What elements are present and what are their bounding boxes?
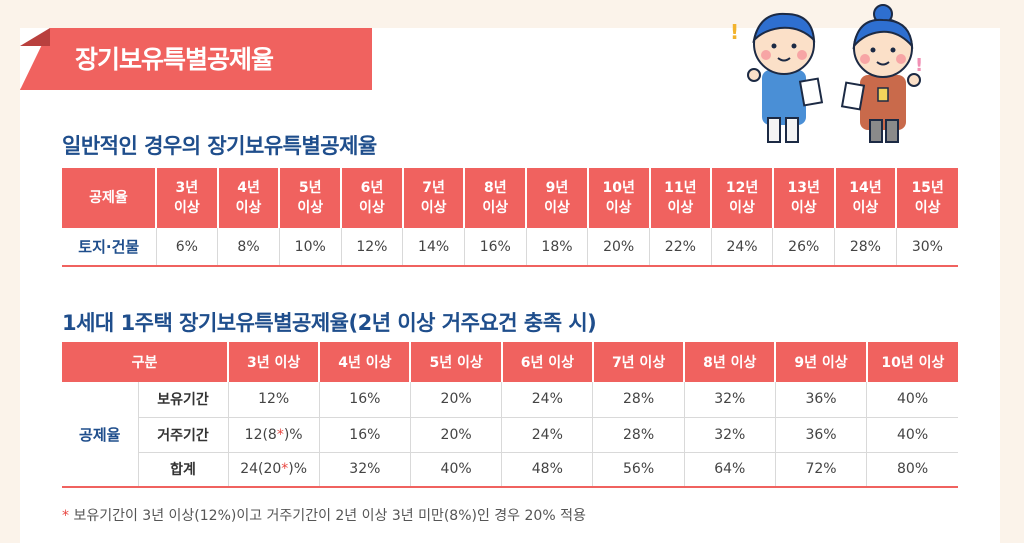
period-header: 14년 이상 <box>833 168 897 228</box>
period-header: 12년 이상 <box>710 168 773 228</box>
rate-cell: 16% <box>463 228 527 267</box>
rate-cell: 12% <box>340 228 403 267</box>
general-header-label: 공제율 <box>62 168 156 228</box>
rate-cell: 56% <box>592 452 685 488</box>
period-header: 9년 이상 <box>774 342 867 382</box>
rate-cell: 32% <box>318 452 411 488</box>
rate-cell: 24% <box>501 417 593 453</box>
title-banner <box>20 28 372 90</box>
period-header: 8년 이상 <box>683 342 776 382</box>
group-label-rate: 공제율 <box>62 382 138 488</box>
rate-cell: 16% <box>318 417 411 453</box>
rate-cell: 24% <box>501 382 593 418</box>
exclamation-mark-pink: ! <box>915 55 924 76</box>
period-header: 5년 이상 <box>409 342 502 382</box>
period-header: 9년 이상 <box>525 168 588 228</box>
row-label-residence: 거주기간 <box>137 417 229 453</box>
period-header: 7년 이상 <box>401 168 465 228</box>
rate-cell: 24% <box>710 228 773 267</box>
rate-cell: 24(20*)% <box>227 452 320 488</box>
period-header: 10년 이상 <box>586 168 650 228</box>
section-title-general: 일반적인 경우의 장기보유특별공제율 <box>62 134 377 158</box>
footnote-mark: * <box>62 508 69 524</box>
rate-cell: 30% <box>895 228 958 267</box>
rate-cell: 28% <box>592 417 685 453</box>
table-row-holding: 공제율 보유기간 12% 16% 20% 24% 28% 32% 36% 40% <box>62 382 958 488</box>
footnote: * 보유기간이 3년 이상(12%)이고 거주기간이 2년 이상 3년 미만(8… <box>62 505 586 525</box>
row-label-total: 합계 <box>137 452 229 488</box>
rate-cell: 20% <box>409 382 502 418</box>
period-header: 3년 이상 <box>155 168 218 228</box>
period-header: 11년 이상 <box>648 168 712 228</box>
rate-cell: 40% <box>409 452 502 488</box>
rate-cell: 20% <box>587 228 650 267</box>
rate-cell: 18% <box>525 228 588 267</box>
rate-cell: 48% <box>501 452 593 488</box>
rate-cell: 64% <box>683 452 776 488</box>
rate-cell: 32% <box>683 417 776 453</box>
rate-cell: 28% <box>834 228 897 267</box>
rate-cell: 12% <box>227 382 320 418</box>
period-header: 6년 이상 <box>500 342 593 382</box>
rate-cell: 26% <box>772 228 835 267</box>
exclamation-mark-yellow: ! <box>730 20 740 44</box>
rate-cell: 8% <box>217 228 280 267</box>
characters-illustration <box>747 4 921 143</box>
rate-cell: 14% <box>402 228 465 267</box>
table-row-residence: 거주기간 12(8*)% 16% 20% 24% 28% 32% 36% 40% <box>62 417 958 453</box>
general-rate-table: 공제율 3년 이상 4년 이상 5년 이상 6년 이상 7년 이상 8년 이상 9년 이상 1… <box>62 168 958 267</box>
general-table-header-row: 공제율 3년 이상 4년 이상 5년 이상 6년 이상 7년 이상 8년 이상 9년 이상 1… <box>62 168 958 228</box>
period-header: 7년 이상 <box>591 342 685 382</box>
rate-cell: 32% <box>683 382 776 418</box>
period-header: 4년 이상 <box>216 168 280 228</box>
period-header: 5년 이상 <box>278 168 342 228</box>
one-house-header-row: 구분 3년 이상 4년 이상 5년 이상 6년 이상 7년 이상 8년 이상 9… <box>62 342 958 382</box>
rate-cell: 6% <box>155 228 218 267</box>
rate-cell: 36% <box>774 382 867 418</box>
general-table-row: 토지·건물 6% 8% 10% 12% 14% 16% 18% 20% 22% … <box>62 228 958 267</box>
period-header: 15년 이상 <box>895 168 958 228</box>
rate-cell: 80% <box>866 452 958 488</box>
rate-cell: 12(8*)% <box>227 417 320 453</box>
one-house-rate-table: 구분 3년 이상 4년 이상 5년 이상 6년 이상 7년 이상 8년 이상 9… <box>62 342 958 488</box>
rate-cell: 10% <box>278 228 342 267</box>
period-header: 8년 이상 <box>463 168 527 228</box>
category-header: 구분 <box>62 342 229 382</box>
section-title-one-house: 1세대 1주택 장기보유특별공제율(2년 이상 거주요건 충족 시) <box>62 311 597 335</box>
period-header: 4년 이상 <box>318 342 411 382</box>
period-header: 13년 이상 <box>771 168 835 228</box>
rate-cell: 40% <box>866 417 958 453</box>
banner-title: 장기보유특별공제율 <box>75 45 274 74</box>
footnote-text: 보유기간이 3년 이상(12%)이고 거주기간이 2년 이상 3년 미만(8%)… <box>69 508 586 524</box>
table-row-total: 합계 24(20*)% 32% 40% 48% 56% 64% 72% 80% <box>62 452 958 488</box>
rate-cell: 22% <box>649 228 712 267</box>
boy-character-icon <box>747 12 824 143</box>
girl-character-icon <box>840 4 921 143</box>
rate-cell: 36% <box>774 417 867 453</box>
rate-cell: 72% <box>774 452 867 488</box>
rate-cell: 16% <box>318 382 411 418</box>
period-header: 10년 이상 <box>865 342 958 382</box>
row-label-holding: 보유기간 <box>137 382 229 418</box>
rate-cell: 20% <box>409 417 502 453</box>
row-label-land-building: 토지·건물 <box>62 228 156 267</box>
period-header: 6년 이상 <box>340 168 403 228</box>
rate-cell: 40% <box>866 382 958 418</box>
rate-cell: 28% <box>592 382 685 418</box>
period-header: 3년 이상 <box>227 342 320 382</box>
